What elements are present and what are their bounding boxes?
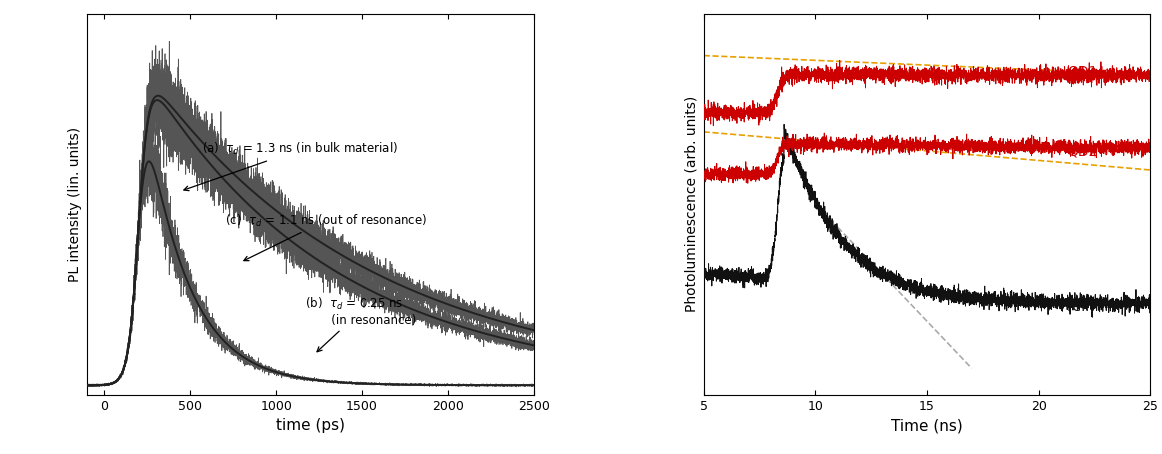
Text: QD2: QD2 (1068, 144, 1098, 158)
X-axis label: time (ps): time (ps) (277, 419, 345, 434)
Y-axis label: PL intensity (lin. units): PL intensity (lin. units) (67, 127, 81, 282)
X-axis label: Time (ns): Time (ns) (891, 419, 963, 434)
Text: (c)  $\tau_d$ = 1.1 ns (out of resonance): (c) $\tau_d$ = 1.1 ns (out of resonance) (224, 212, 426, 261)
Text: ref.: ref. (1068, 300, 1090, 314)
Text: (a)  $\tau_d$ = 1.3 ns (in bulk material): (a) $\tau_d$ = 1.3 ns (in bulk material) (184, 141, 399, 191)
Y-axis label: Photoluminescence (arb. units): Photoluminescence (arb. units) (684, 96, 698, 312)
Text: QD1: QD1 (1068, 64, 1098, 78)
Text: (b)  $\tau_d$ = 0.25 ns
       (in resonance): (b) $\tau_d$ = 0.25 ns (in resonance) (306, 296, 417, 352)
